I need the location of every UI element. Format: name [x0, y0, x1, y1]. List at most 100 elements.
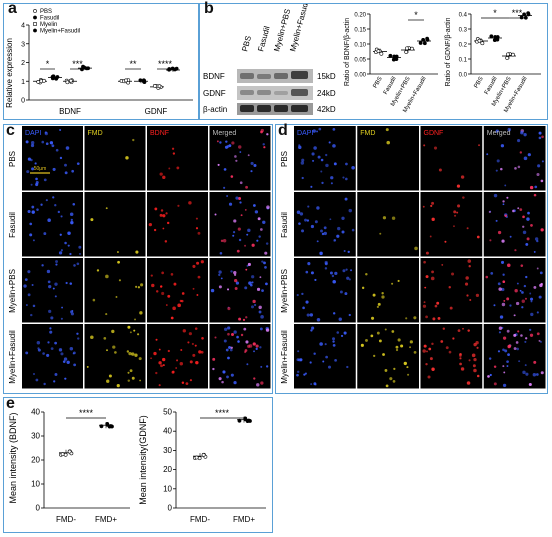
- signal-dot: [345, 268, 348, 271]
- signal-dot: [55, 260, 58, 263]
- signal-dot: [385, 128, 389, 132]
- signal-dot: [78, 245, 82, 249]
- signal-dot: [218, 377, 222, 381]
- signal-dot: [541, 135, 544, 139]
- signal-dot: [135, 250, 139, 254]
- signal-dot: [430, 204, 433, 208]
- signal-dot: [212, 367, 215, 371]
- signal-dot: [325, 153, 328, 157]
- signal-dot: [522, 215, 525, 219]
- signal-dot: [365, 273, 368, 276]
- micrograph-cell: [22, 192, 83, 257]
- signal-dot: [41, 140, 45, 144]
- signal-dot: [25, 140, 29, 144]
- signal-dot: [504, 214, 507, 217]
- signal-dot: [314, 278, 317, 282]
- signal-dot: [165, 304, 168, 306]
- signal-dot: [92, 298, 96, 302]
- signal-dot: [48, 285, 52, 289]
- signal-dot: [497, 230, 502, 235]
- signal-dot: [76, 162, 80, 166]
- x-tick-label: FMD+: [233, 515, 255, 524]
- signal-dot: [406, 366, 409, 369]
- blot-size-actin: 42kD: [317, 105, 336, 114]
- signal-dot: [297, 350, 300, 353]
- signal-dot: [329, 271, 333, 275]
- legend-label: Fasudil: [40, 16, 59, 22]
- signal-dot: [423, 344, 427, 348]
- signal-dot: [43, 178, 47, 182]
- signal-dot: [471, 353, 476, 358]
- signal-dot: [254, 210, 259, 214]
- signal-dot: [148, 222, 152, 227]
- micrograph-cell: [483, 126, 546, 191]
- y-tick-label: 2: [21, 60, 25, 67]
- data-point: [152, 83, 157, 88]
- signal-dot: [462, 327, 464, 330]
- signal-dot: [252, 342, 256, 346]
- signal-dot: [250, 161, 254, 165]
- signal-dot: [164, 240, 168, 243]
- signal-dot: [507, 127, 511, 132]
- y-tick-label: 4: [21, 23, 25, 30]
- signal-dot: [370, 334, 374, 338]
- signal-dot: [235, 196, 239, 200]
- signal-dot: [67, 231, 71, 235]
- signal-dot: [365, 338, 368, 342]
- signal-dot: [160, 209, 164, 212]
- signal-dot: [384, 369, 388, 372]
- signal-dot: [346, 276, 350, 280]
- signal-dot: [154, 207, 158, 211]
- signal-dot: [162, 227, 165, 230]
- signal-dot: [253, 204, 256, 207]
- blot-size-bdnf: 15kD: [317, 72, 336, 81]
- signal-dot: [166, 221, 170, 225]
- signal-dot: [460, 175, 465, 179]
- signal-dot: [304, 218, 308, 222]
- signal-dot: [340, 334, 344, 338]
- signal-dot: [487, 375, 490, 378]
- signal-dot: [332, 312, 336, 315]
- signal-dot: [512, 209, 515, 213]
- signal-dot: [332, 127, 336, 131]
- y-tick-label: 30: [163, 446, 172, 455]
- signal-dot: [425, 275, 429, 279]
- signal-dot: [504, 184, 507, 187]
- signal-dot: [177, 303, 181, 308]
- signal-dot: [299, 212, 304, 216]
- chart-b-gdnf-ylabel: Ratio of GDNF/β-actin: [445, 17, 452, 86]
- signal-dot: [47, 218, 51, 222]
- legend-marker: [33, 28, 37, 33]
- signal-dot: [198, 350, 202, 354]
- data-point: [68, 78, 73, 83]
- signal-dot: [159, 172, 163, 176]
- signal-dot: [306, 313, 310, 317]
- signal-dot: [44, 131, 48, 136]
- signal-dot: [73, 264, 76, 267]
- signal-dot: [332, 280, 336, 284]
- signal-dot: [126, 350, 130, 353]
- signal-dot: [442, 327, 446, 330]
- signal-dot: [90, 218, 94, 222]
- signal-dot: [225, 348, 229, 352]
- signal-dot: [457, 204, 461, 208]
- signal-dot: [194, 327, 198, 330]
- data-point: [505, 56, 510, 60]
- signal-dot: [116, 384, 120, 388]
- micrograph-cell: [147, 324, 208, 389]
- signal-dot: [323, 226, 327, 230]
- signal-dot: [502, 348, 505, 352]
- signal-dot: [525, 372, 529, 376]
- y-tick-label: 50: [163, 408, 172, 417]
- signal-dot: [129, 331, 132, 334]
- signal-dot: [24, 278, 28, 282]
- signal-dot: [31, 205, 35, 209]
- signal-dot: [222, 370, 226, 374]
- signal-dot: [453, 225, 455, 228]
- signal-dot: [264, 251, 268, 255]
- signal-dot: [445, 346, 449, 350]
- signal-dot: [73, 363, 77, 367]
- signal-dot: [27, 270, 31, 274]
- y-tick-label: 1: [21, 79, 25, 86]
- signal-dot: [265, 282, 268, 286]
